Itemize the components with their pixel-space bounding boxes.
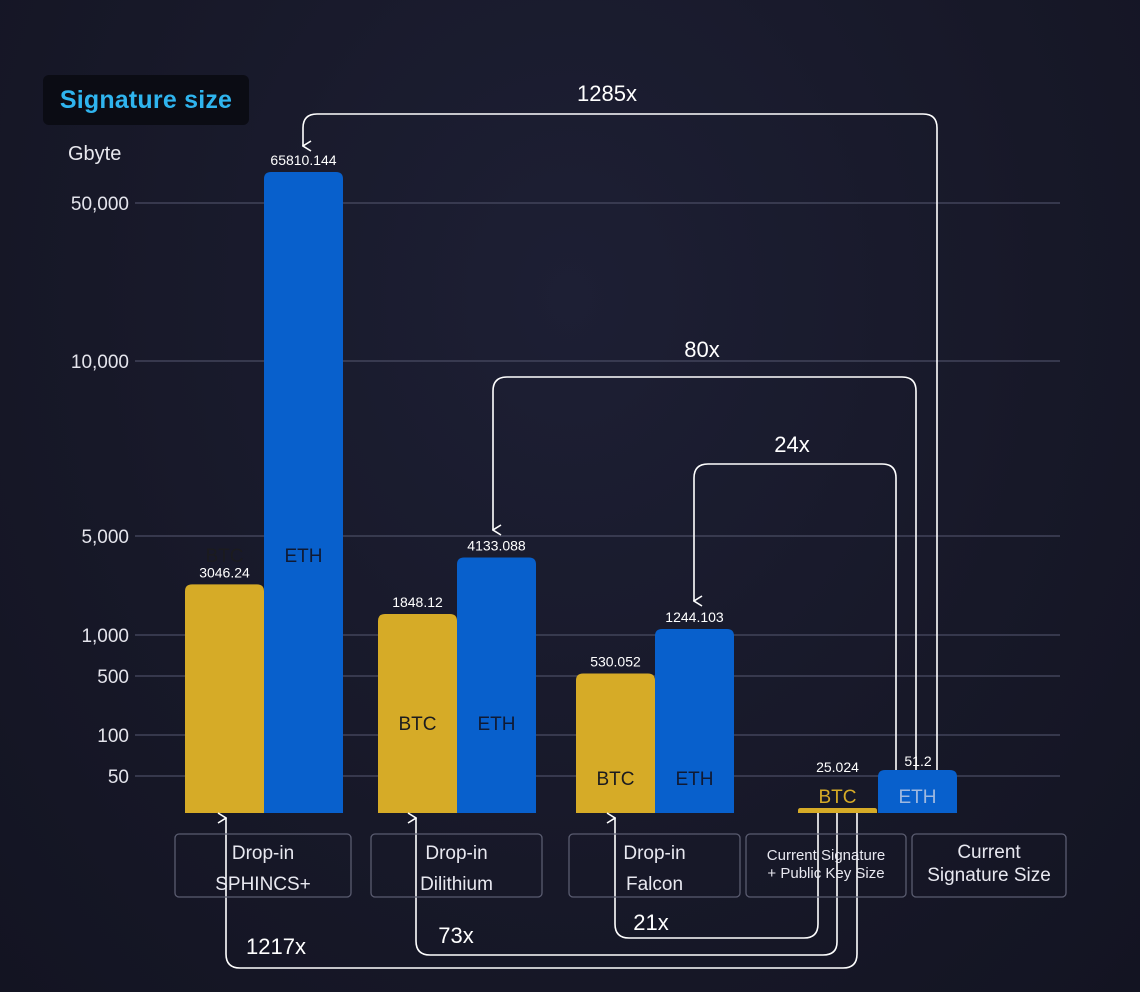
y-tick-label: 5,000 [81, 527, 129, 548]
eth-bar-drop-in-sphincs- [264, 172, 343, 813]
category-label: Falcon [626, 874, 683, 895]
comparison-arrow-80x [493, 376, 917, 770]
eth-bar-drop-in-dilithium [457, 557, 536, 813]
eth-bar-current-signature-size [878, 770, 957, 813]
data-label: 1848.12 [392, 594, 443, 610]
y-tick-label: 50 [108, 767, 129, 788]
y-tick-label: 100 [97, 726, 129, 747]
comparison-arrow-24x [694, 463, 897, 770]
category-box [911, 833, 1067, 898]
y-axis-unit-label: Gbyte [68, 143, 122, 165]
comparison-label: 1217x [246, 934, 306, 959]
comparison-label: 1285x [577, 81, 637, 106]
category-box [568, 833, 741, 898]
category-box [370, 833, 543, 898]
category-label: Signature Size [927, 865, 1051, 886]
btc-bar-drop-in-dilithium [378, 614, 457, 813]
data-label: 4133.088 [467, 537, 526, 553]
comparison-label: 24x [774, 432, 809, 457]
category-label: Current Signature [767, 847, 885, 864]
comparison-label: 73x [438, 923, 473, 948]
comparison-label: 80x [684, 337, 719, 362]
category-label: Drop-in [232, 843, 294, 864]
category-label: Dilithium [420, 874, 493, 895]
category-label: Current [957, 842, 1021, 863]
category-label: SPHINCS+ [215, 874, 311, 895]
category-box [745, 833, 907, 898]
series-name-label: ETH [676, 769, 714, 790]
data-label: 3046.24 [199, 564, 250, 580]
y-tick-label: 1,000 [81, 626, 129, 647]
comparison-arrow-21x [615, 813, 819, 939]
data-label: 1244.103 [665, 609, 724, 625]
chart-title: Signature size [43, 75, 249, 125]
series-name-label: ETH [285, 546, 323, 567]
data-label: 25.024 [816, 759, 859, 775]
series-name-label: BTC [206, 546, 244, 567]
btc-bar-drop-in-falcon [576, 673, 655, 813]
btc-bar-drop-in-sphincs- [185, 584, 264, 813]
data-label: 530.052 [590, 654, 641, 670]
series-name-label: ETH [899, 787, 937, 808]
category-label: + Public Key Size [767, 865, 884, 882]
category-label: Drop-in [623, 843, 685, 864]
y-tick-label: 500 [97, 667, 129, 688]
comparison-label: 21x [633, 910, 668, 935]
data-label: 65810.144 [270, 152, 336, 168]
data-label: 51.2 [904, 753, 931, 769]
series-name-label: BTC [597, 769, 635, 790]
y-tick-label: 50,000 [71, 194, 129, 215]
comparison-arrow-73x [416, 813, 838, 956]
category-box [174, 833, 352, 898]
btc-bar-current-signature-public-key-size [798, 808, 877, 813]
category-label: Drop-in [425, 843, 487, 864]
series-name-label: BTC [819, 787, 857, 808]
comparison-arrow-1285x [303, 113, 938, 770]
series-name-label: ETH [478, 714, 516, 735]
eth-bar-drop-in-falcon [655, 628, 734, 813]
series-name-label: BTC [399, 714, 437, 735]
y-tick-label: 10,000 [71, 352, 129, 373]
comparison-arrow-1217x [226, 813, 858, 969]
